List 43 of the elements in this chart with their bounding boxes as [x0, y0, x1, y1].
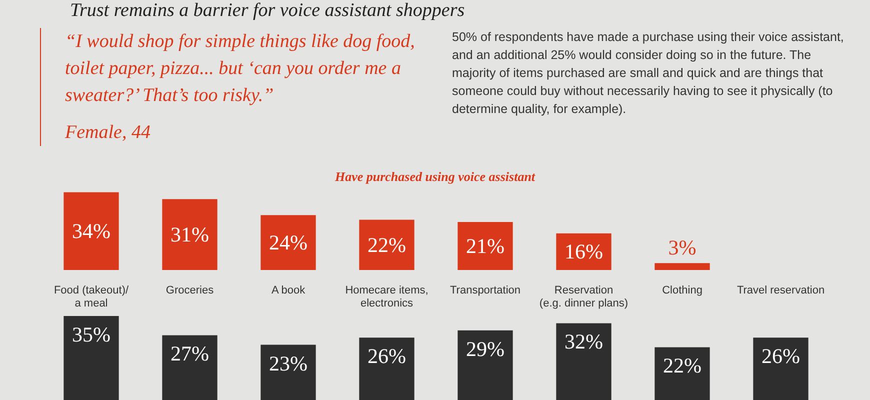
x-tick-label: A book — [271, 284, 306, 296]
bar — [162, 335, 218, 400]
bar — [556, 233, 612, 270]
text: 50% of respondents have made a purchase using their voice assistant, and an additional 25% would consider doing so in the future. The majority of items purchased are small and quick and are things that someone could buy without necessarily having to see it physically (to determine quality, for example). — [452, 29, 845, 118]
data-label: 29% — [466, 336, 504, 361]
bar — [654, 347, 710, 400]
data-label: 24% — [269, 230, 308, 255]
bar — [458, 330, 513, 400]
x-tick-label: Travel reservation — [736, 284, 825, 296]
text: Female, 44 — [65, 121, 152, 145]
data-label: 22% — [663, 354, 702, 378]
data-label: 23% — [269, 351, 308, 376]
text: Have purchased using voice assistant — [334, 169, 536, 184]
data-label: 35% — [72, 322, 110, 346]
bar — [753, 338, 808, 400]
bar — [260, 215, 316, 270]
bar — [260, 344, 316, 400]
chart-title: Trust remains a barrier for voice assistant shoppers — [70, 0, 465, 22]
data-label: 26% — [368, 344, 406, 368]
data-label: 16% — [564, 240, 603, 264]
bar — [64, 316, 119, 400]
data-label: 22% — [368, 232, 406, 257]
data-label: 3% — [668, 236, 696, 260]
x-tick-label: Food (takeout)/ a meal — [54, 284, 130, 310]
x-tick-label: Clothing — [662, 284, 702, 296]
data-label: 31% — [170, 222, 209, 247]
text: “I would shop for simple things like dog food, toilet paper, pizza... but ‘can you order me a sweater?’ That’s too risky.” — [65, 30, 416, 108]
x-tick-label: Groceries — [166, 284, 214, 296]
bar — [556, 323, 612, 400]
x-tick-label: Transportation — [450, 284, 521, 296]
x-tick-label: Homecare items, electronics — [345, 284, 428, 310]
bar — [359, 220, 414, 270]
x-tick-label: Reservation (e.g. dinner plans) — [539, 284, 628, 310]
data-label: 26% — [762, 344, 800, 368]
bar — [458, 222, 513, 270]
data-label: 21% — [466, 234, 504, 258]
data-label: 27% — [170, 342, 209, 366]
bar — [64, 192, 119, 270]
data-label: 32% — [564, 330, 603, 354]
data-label: 34% — [72, 219, 110, 244]
bar — [162, 199, 218, 270]
bar — [359, 338, 414, 400]
bar — [654, 263, 710, 270]
